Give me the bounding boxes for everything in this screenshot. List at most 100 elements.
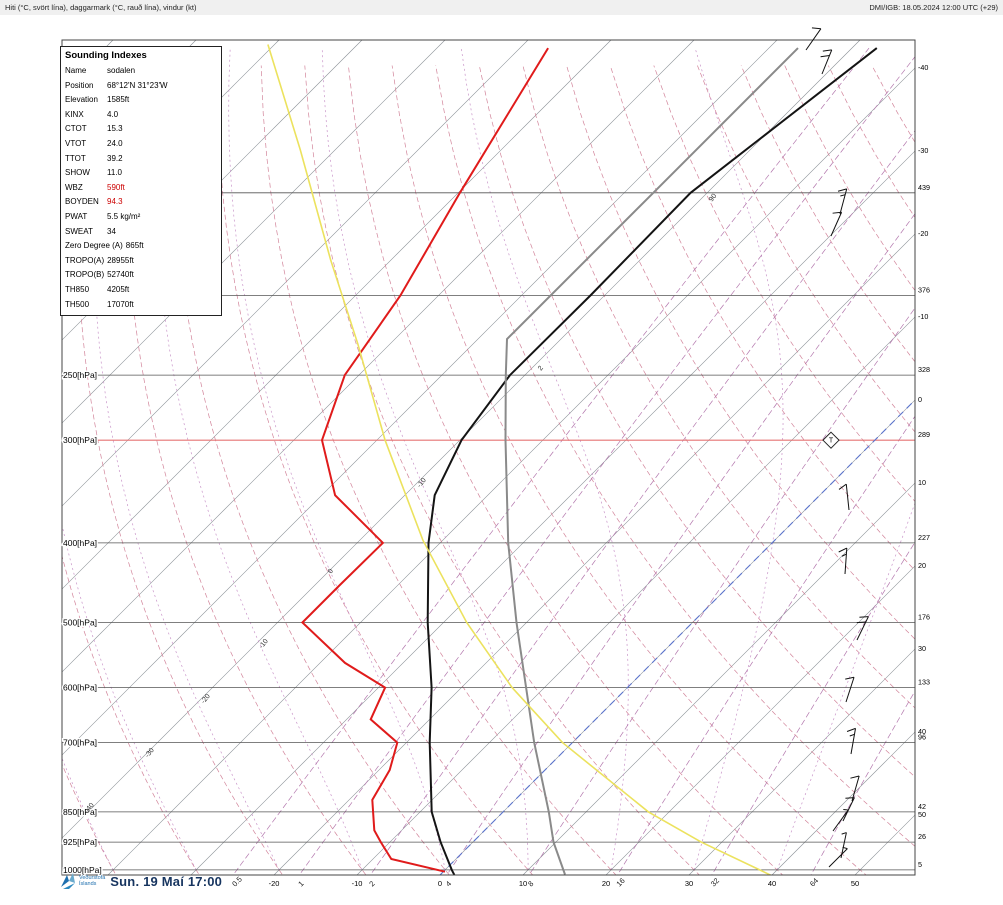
wind-barb-full-tick [857, 622, 866, 623]
right-temp-label: 10 [918, 478, 926, 487]
bottom-temp-label: -10 [352, 879, 363, 888]
dry-adiabat-line [610, 66, 1003, 888]
adiabat-label: -10 [416, 477, 428, 489]
zero-isotherm-line [440, 40, 1003, 875]
wind-barb-full-tick [839, 548, 847, 552]
index-value: 865ft [126, 239, 144, 254]
pressure-label: 700[hPa] [63, 738, 97, 748]
height-label: 328 [918, 365, 930, 374]
height-label: 289 [918, 430, 930, 439]
mixing-ratio-line [521, 48, 1003, 887]
dry-adiabat-line [741, 66, 1003, 888]
index-row-tropo-b-: TROPO(B)52740ft [61, 268, 221, 283]
wind-barb-staff [857, 617, 868, 640]
index-value: 94.3 [107, 195, 123, 210]
height-label: 176 [918, 612, 930, 621]
index-label: Elevation [65, 93, 107, 108]
mixing-ratio-label: 32 [709, 876, 721, 888]
moist-adiabat-line [322, 48, 528, 870]
mixing-ratio-label: 2 [367, 879, 376, 888]
index-value: 1585ft [107, 93, 129, 108]
index-value: 68°12'N 31°23'W [107, 79, 168, 94]
mixing-ratio-label: 0.5 [230, 875, 244, 889]
height-label: 5 [918, 860, 922, 869]
wind-barb-staff [851, 728, 856, 754]
footer-datetime: Sun. 19 Maí 17:00 [110, 874, 222, 889]
isotherm-line [606, 40, 1003, 875]
right-temp-label: 20 [918, 561, 926, 570]
pressure-label: 500[hPa] [63, 617, 97, 627]
pressure-label: 600[hPa] [63, 683, 97, 693]
bottom-temp-label: 50 [851, 879, 859, 888]
index-label: SHOW [65, 166, 107, 181]
mixing-ratio-line [705, 48, 1003, 887]
mixing-ratio-line [610, 48, 1003, 887]
right-temp-label: -10 [918, 312, 928, 321]
pressure-label: 300[hPa] [63, 435, 97, 445]
index-value: 17070ft [107, 298, 134, 313]
index-row-tropo-a-: TROPO(A)28955ft [61, 254, 221, 269]
index-value: 39.2 [107, 152, 123, 167]
dry-adiabat-line [348, 66, 796, 888]
index-value: 4205ft [107, 283, 129, 298]
pressure-label: 250[hPa] [63, 370, 97, 380]
index-value: 4.0 [107, 108, 118, 123]
adiabat-label: -10 [258, 638, 270, 650]
index-value: 5.5 kg/m² [107, 210, 140, 225]
isotherm-line [938, 40, 1003, 875]
header-left-label: Hiti (°C, svört lína), daggarmark (°C, r… [5, 3, 196, 12]
isotherm-line [523, 40, 1003, 875]
index-row-zero-degree-a-: Zero Degree (A)865ft [61, 239, 221, 254]
wind-barb-staff [846, 677, 854, 702]
adiabat-label: 2 [537, 365, 545, 372]
index-label: TTOT [65, 152, 107, 167]
adiabat-label: -20 [200, 693, 212, 705]
index-label: CTOT [65, 122, 107, 137]
right-temp-label: 30 [918, 644, 926, 653]
isotherm-line [274, 40, 1003, 875]
moist-adiabat-line [229, 48, 445, 870]
mixing-ratio-line [804, 48, 1003, 887]
index-label: PWAT [65, 210, 107, 225]
index-label: TH850 [65, 283, 107, 298]
bottom-temp-label: -20 [269, 879, 280, 888]
wind-barb-full-tick [823, 50, 832, 51]
wind-barb-full-tick [812, 28, 821, 29]
index-label: SWEAT [65, 225, 107, 240]
wind-barb-half-tick [843, 809, 848, 810]
mixing-ratio-label: 8 [526, 879, 535, 888]
bottom-temp-label: 10 [519, 879, 527, 888]
isotherm-line [689, 40, 1003, 875]
index-value: 28955ft [107, 254, 134, 269]
index-value: 24.0 [107, 137, 123, 152]
index-label: KINX [65, 108, 107, 123]
moist-adiabat-line [461, 48, 628, 870]
index-label: TROPO(A) [65, 254, 107, 269]
height-label: 439 [918, 183, 930, 192]
index-label: Position [65, 79, 107, 94]
wind-barb-full-tick [847, 728, 855, 731]
standard-atmosphere-curve [506, 48, 799, 874]
dry-adiabat-line [523, 66, 1003, 888]
mixing-ratio-line [290, 48, 921, 887]
index-label: WBZ [65, 181, 107, 196]
wind-barb-full-tick [850, 776, 859, 778]
wind-barb-staff [833, 810, 848, 831]
wind-barb-staff [806, 29, 821, 50]
index-value: 590ft [107, 181, 125, 196]
dry-adiabat-line [872, 66, 1003, 888]
mixing-ratio-line [224, 48, 869, 887]
dewpoint-curve [302, 48, 548, 872]
dry-adiabat-line [218, 66, 544, 888]
moist-adiabat-line [694, 48, 783, 870]
pressure-label: 925[hPa] [63, 837, 97, 847]
